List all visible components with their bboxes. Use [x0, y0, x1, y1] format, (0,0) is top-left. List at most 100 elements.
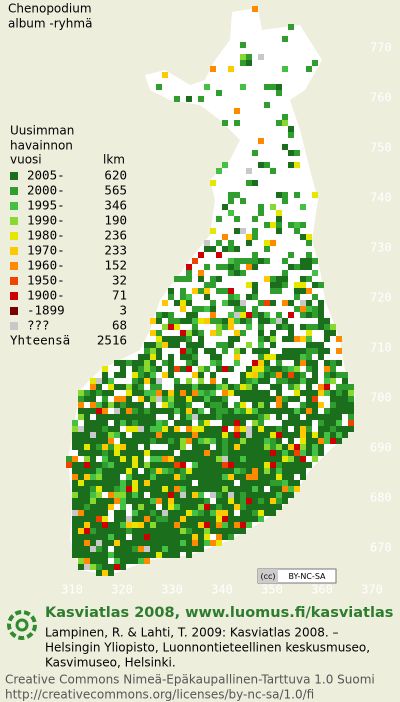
grid-cell [138, 354, 144, 360]
grid-cell [312, 342, 318, 348]
grid-cell [234, 414, 240, 420]
grid-cell [336, 372, 342, 378]
x-coordinate: 330 [161, 583, 183, 597]
grid-cell [72, 498, 78, 504]
grid-cell [210, 330, 216, 336]
grid-cell [180, 456, 186, 462]
grid-cell [168, 516, 174, 522]
grid-cell [90, 444, 96, 450]
grid-cell [198, 498, 204, 504]
grid-cell [342, 372, 348, 378]
grid-cell [288, 432, 294, 438]
grid-cell [150, 504, 156, 510]
grid-cell [300, 324, 306, 330]
grid-cell [240, 306, 246, 312]
grid-cell [270, 318, 276, 324]
grid-cell [258, 426, 264, 432]
grid-cell [120, 450, 126, 456]
grid-cell [234, 474, 240, 480]
grid-cell [186, 474, 192, 480]
grid-cell [210, 390, 216, 396]
grid-cell [126, 480, 132, 486]
grid-cell [324, 426, 330, 432]
grid-cell [318, 312, 324, 318]
grid-cell [192, 330, 198, 336]
grid-cell [198, 516, 204, 522]
grid-cell [270, 438, 276, 444]
grid-cell [192, 534, 198, 540]
grid-cell [312, 60, 318, 66]
grid-cell [228, 522, 234, 528]
grid-cell [102, 480, 108, 486]
grid-cell [228, 246, 234, 252]
grid-cell [144, 516, 150, 522]
grid-cell [288, 324, 294, 330]
grid-cell [138, 384, 144, 390]
grid-cell [114, 372, 120, 378]
grid-cell [162, 552, 168, 558]
grid-cell [336, 420, 342, 426]
grid-cell [246, 522, 252, 528]
grid-cell [324, 336, 330, 342]
grid-cell [210, 348, 216, 354]
grid-cell [162, 300, 168, 306]
y-coordinate: 670 [370, 541, 392, 555]
grid-cell [222, 456, 228, 462]
grid-cell [222, 486, 228, 492]
grid-cell [222, 492, 228, 498]
grid-cell [174, 528, 180, 534]
grid-cell [180, 300, 186, 306]
grid-cell [222, 390, 228, 396]
grid-cell [180, 528, 186, 534]
grid-cell [318, 282, 324, 288]
legend-heading: havainnon [10, 139, 73, 153]
grid-cell [120, 480, 126, 486]
grid-cell [72, 540, 78, 546]
grid-cell [330, 372, 336, 378]
grid-cell [126, 408, 132, 414]
grid-cell [300, 312, 306, 318]
grid-cell [192, 510, 198, 516]
badge-icon: (cc) [260, 572, 275, 581]
grid-cell [186, 492, 192, 498]
grid-cell [222, 534, 228, 540]
grid-cell [180, 492, 186, 498]
grid-cell [120, 492, 126, 498]
grid-cell [72, 492, 78, 498]
grid-cell [174, 522, 180, 528]
grid-cell [108, 570, 114, 576]
grid-cell [138, 474, 144, 480]
grid-cell [168, 408, 174, 414]
grid-cell [174, 432, 180, 438]
grid-cell [132, 468, 138, 474]
grid-cell [276, 192, 282, 198]
grid-cell [126, 396, 132, 402]
grid-cell [264, 396, 270, 402]
grid-cell [222, 162, 228, 168]
grid-cell [276, 480, 282, 486]
grid-cell [312, 396, 318, 402]
grid-cell [96, 426, 102, 432]
grid-cell [204, 474, 210, 480]
grid-cell [90, 528, 96, 534]
grid-cell [144, 486, 150, 492]
grid-cell [276, 324, 282, 330]
legend-period: 1960- [27, 258, 65, 273]
grid-cell [120, 468, 126, 474]
grid-cell [114, 558, 120, 564]
grid-cell [246, 426, 252, 432]
grid-cell [108, 498, 114, 504]
grid-cell [300, 234, 306, 240]
grid-cell [300, 462, 306, 468]
grid-cell [102, 522, 108, 528]
grid-cell [228, 498, 234, 504]
grid-cell [126, 390, 132, 396]
grid-cell [330, 390, 336, 396]
grid-cell [90, 450, 96, 456]
grid-cell [186, 420, 192, 426]
grid-cell [186, 480, 192, 486]
license-badge[interactable]: (cc) BY-NC-SA [257, 568, 337, 584]
grid-cell [168, 462, 174, 468]
grid-cell [348, 408, 354, 414]
grid-cell [174, 516, 180, 522]
